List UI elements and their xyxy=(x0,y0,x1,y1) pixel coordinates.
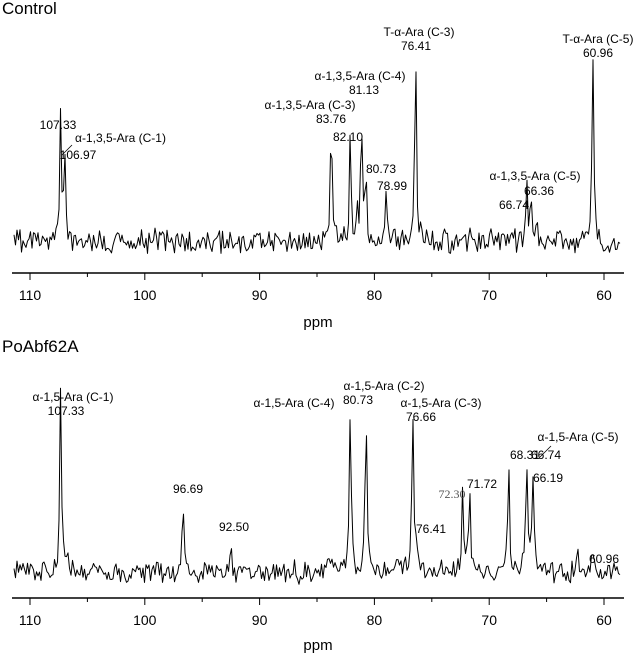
control-tick-label-90: 90 xyxy=(252,287,268,303)
poabf62a-tick-label-100: 100 xyxy=(133,612,157,628)
poabf62a-annotation-c5-leader xyxy=(539,445,552,458)
control-tick-label-80: 80 xyxy=(367,287,383,303)
poabf62a-tick-label-80: 80 xyxy=(367,612,383,628)
control-x-axis-label: ppm xyxy=(303,314,332,331)
poabf62a-annotation-c4: α-1,5-Ara (C-4) xyxy=(254,396,335,410)
poabf62a-peak-label-68-31: 68.31 xyxy=(510,448,540,462)
control-spectrum-panel: Control 110 100 90 80 70 60 ppm α-1,3,5-… xyxy=(2,0,633,331)
control-peak-label-83-76: 83.76 xyxy=(316,112,346,126)
poabf62a-tick-label-90: 90 xyxy=(252,612,268,628)
poabf62a-tick-label-60: 60 xyxy=(596,612,612,628)
control-tick-label-70: 70 xyxy=(481,287,497,303)
control-peak-label-81-13: 81.13 xyxy=(349,83,379,97)
poabf62a-spectrum-panel: PoAbf62A 110 100 90 80 70 60 ppm α-1,5-A… xyxy=(2,337,624,654)
control-annotation-c4: α-1,3,5-Ara (C-4) xyxy=(315,69,406,83)
poabf62a-panel-title: PoAbf62A xyxy=(2,337,79,356)
poabf62a-annotation-c2: α-1,5-Ara (C-2) xyxy=(344,379,425,393)
poabf62a-annotation-c1: α-1,5-Ara (C-1) xyxy=(33,390,114,404)
poabf62a-peak-label-71-72: 71.72 xyxy=(467,477,497,491)
poabf62a-x-ticks xyxy=(29,598,605,605)
control-annotation-c3: α-1,3,5-Ara (C-3) xyxy=(265,98,356,112)
poabf62a-peak-label-60-96: 60.96 xyxy=(589,552,619,566)
control-x-tick-labels: 110 100 90 80 70 60 xyxy=(19,287,612,303)
poabf62a-peak-label-96-69: 96.69 xyxy=(173,482,203,496)
control-annotation-t-c5: T-α-Ara (C-5) xyxy=(563,32,634,46)
poabf62a-peak-label-76-41: 76.41 xyxy=(416,522,446,536)
control-peak-label-82-10: 82.10 xyxy=(333,130,363,144)
poabf62a-peak-label-66-74: 66.74 xyxy=(531,448,561,462)
poabf62a-peak-label-72-30: 72.30 xyxy=(439,487,466,501)
poabf62a-annotation-c3: α-1,5-Ara (C-3) xyxy=(401,396,482,410)
control-annotation-c1: α-1,3,5-Ara (C-1) xyxy=(75,131,166,145)
control-annotation-c1-leader xyxy=(61,144,73,156)
control-peak-label-106-97: 106.97 xyxy=(60,148,97,162)
control-annotation-c5: α-1,3,5-Ara (C-5) xyxy=(490,169,581,183)
control-tick-label-100: 100 xyxy=(133,287,157,303)
poabf62a-peak-label-107-33: 107.33 xyxy=(48,404,85,418)
control-peak-label-66-36: 66.36 xyxy=(524,184,554,198)
control-tick-label-110: 110 xyxy=(19,287,42,303)
control-x-ticks xyxy=(29,273,605,280)
control-peak-label-80-73: 80.73 xyxy=(366,162,396,176)
poabf62a-peak-label-80-73: 80.73 xyxy=(343,393,373,407)
poabf62a-annotation-c5: α-1,5-Ara (C-5) xyxy=(538,430,619,444)
control-peak-label-60-96: 60.96 xyxy=(583,46,613,60)
poabf62a-peak-label-66-19: 66.19 xyxy=(533,471,563,485)
control-panel-title: Control xyxy=(2,0,57,18)
poabf62a-tick-label-110: 110 xyxy=(19,612,42,628)
control-peak-label-76-41: 76.41 xyxy=(401,39,431,53)
poabf62a-x-tick-labels: 110 100 90 80 70 60 xyxy=(19,612,612,628)
poabf62a-peak-label-92-50: 92.50 xyxy=(219,520,249,534)
control-spectrum-line xyxy=(13,59,621,254)
control-tick-label-60: 60 xyxy=(596,287,612,303)
poabf62a-x-axis-label: ppm xyxy=(303,637,332,654)
poabf62a-peak-label-76-66: 76.66 xyxy=(406,410,436,424)
control-peak-label-107-33: 107.33 xyxy=(40,118,77,132)
control-peak-label-78-99: 78.99 xyxy=(377,179,407,193)
poabf62a-tick-label-70: 70 xyxy=(481,612,497,628)
poabf62a-spectrum-line xyxy=(13,387,621,585)
control-peak-label-66-74: 66.74 xyxy=(499,198,529,212)
control-annotation-t-c3: T-α-Ara (C-3) xyxy=(384,25,455,39)
